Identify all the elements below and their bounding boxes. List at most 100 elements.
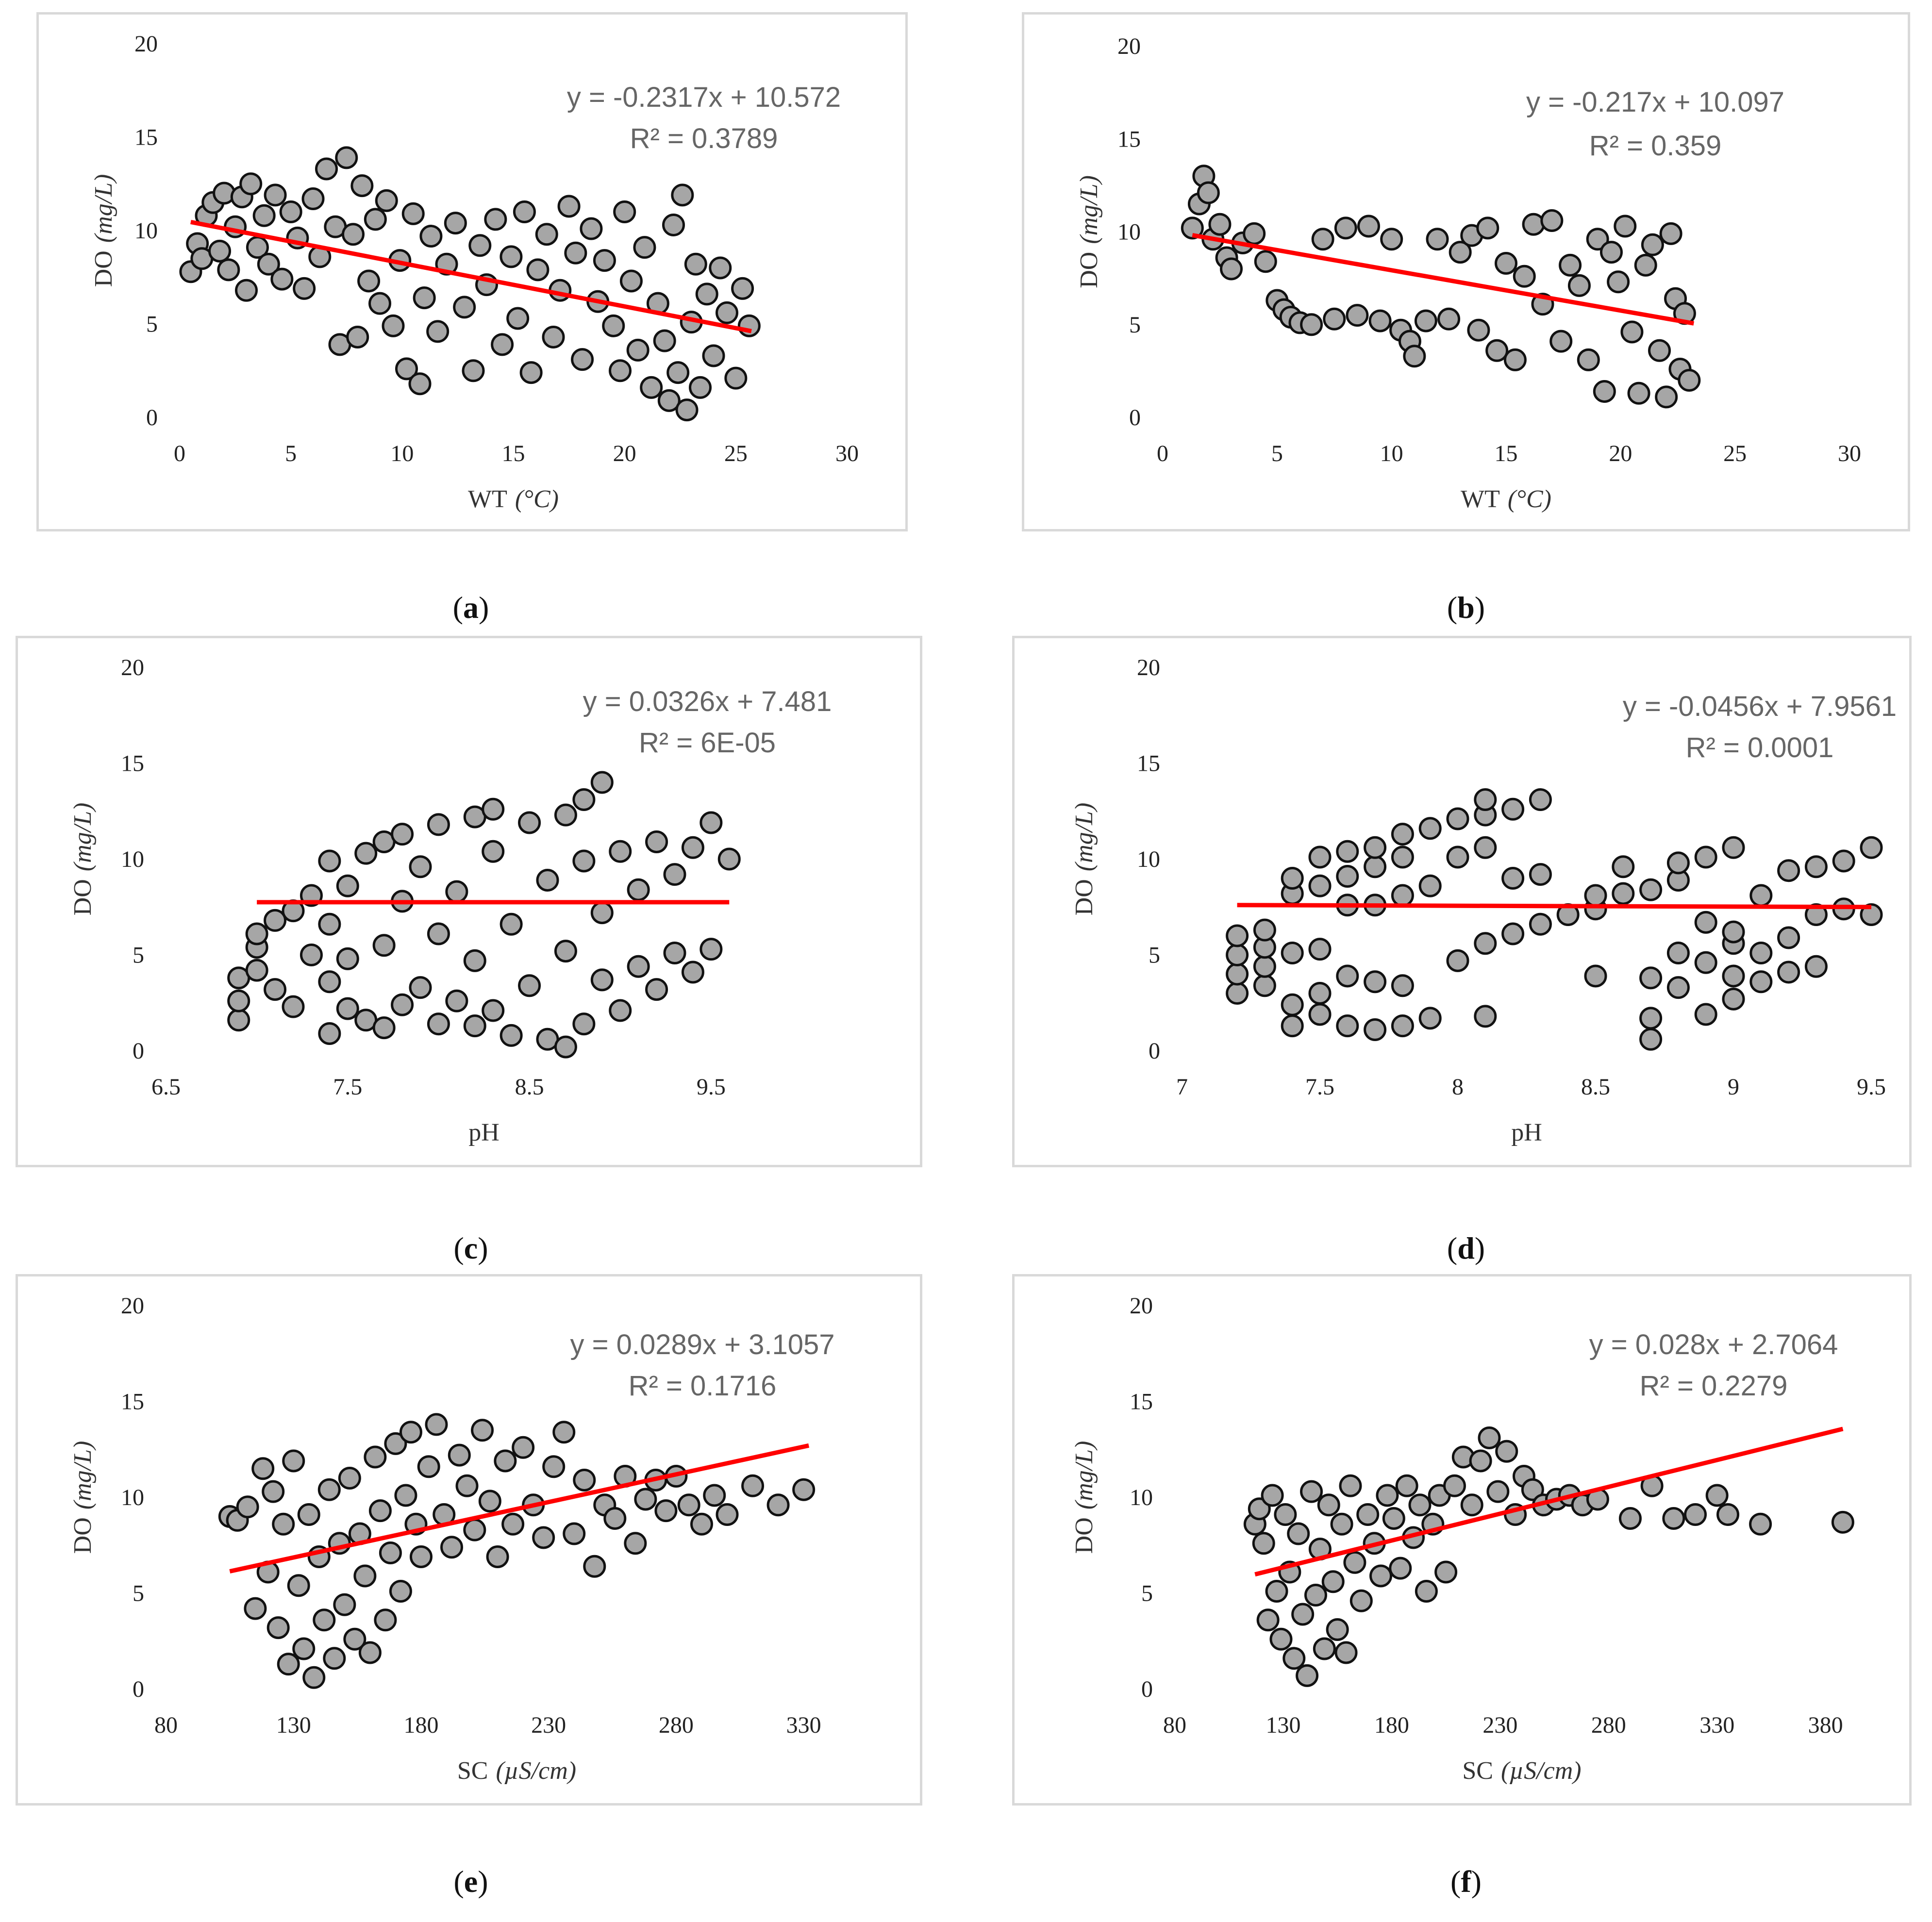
- y-tick-label: 0: [133, 1676, 144, 1702]
- scatter-point: [445, 880, 468, 903]
- scatter-point: [634, 1488, 657, 1511]
- scatter-point: [1584, 964, 1607, 988]
- scatter-point: [1501, 867, 1525, 890]
- scatter-point: [717, 847, 741, 871]
- x-tick-label: 15: [1495, 441, 1518, 466]
- scatter-point: [338, 1467, 361, 1490]
- scatter-point: [444, 212, 467, 235]
- scatter-point: [1467, 318, 1490, 342]
- scatter-point: [501, 1512, 525, 1536]
- scatter-point: [1529, 788, 1552, 812]
- y-tick-label: 20: [121, 655, 144, 680]
- y-axis-label-unit: (mg/L): [1070, 1441, 1098, 1510]
- scatter-point: [563, 1522, 586, 1545]
- scatter-point: [695, 282, 718, 306]
- scatter-point: [1612, 882, 1635, 905]
- scatter-point: [1749, 970, 1773, 994]
- trendline-equation: y = 0.0326x + 7.481: [583, 686, 832, 717]
- scatter-point: [272, 1512, 295, 1536]
- scatter-point: [603, 1507, 627, 1530]
- scatter-point: [542, 325, 565, 348]
- scatter-point: [391, 823, 414, 846]
- scatter-point: [633, 236, 656, 259]
- x-axis-label: pH: [1511, 1119, 1542, 1146]
- x-axis-label-unit: (µS/cm): [1501, 1757, 1582, 1785]
- scatter-point: [364, 1445, 387, 1469]
- scatter-point: [1666, 976, 1690, 999]
- scatter-point: [1705, 1484, 1729, 1507]
- scatter-point: [382, 314, 405, 337]
- scatter-point: [264, 183, 287, 207]
- x-axis-label: WT (°C): [1461, 485, 1551, 513]
- x-tick-label: 9: [1728, 1074, 1739, 1100]
- scatter-point: [395, 357, 418, 381]
- scatter-point: [590, 901, 614, 925]
- scatter-point: [554, 803, 577, 827]
- chart-panel-a: 0 5 10 15 20 25 30 0 5 10 15 20 WT (°C) DO (mg/L) y = -0…: [36, 12, 908, 531]
- y-tick-label: 0: [146, 405, 158, 431]
- trendline: [1254, 1426, 1844, 1577]
- scatter-point: [1336, 1014, 1359, 1038]
- scatter-point: [1261, 1484, 1284, 1507]
- scatter-point: [609, 359, 632, 382]
- scatter-point: [482, 999, 505, 1022]
- scatter-point: [737, 314, 761, 337]
- scatter-point: [1391, 823, 1414, 846]
- scatter-point: [282, 995, 305, 1018]
- y-tick-label: 10: [121, 1485, 144, 1510]
- scatter-point: [1495, 252, 1517, 275]
- y-tick-label: 20: [1117, 33, 1141, 59]
- r-squared-label: R² = 0.359: [1589, 130, 1721, 162]
- scatter-point: [1521, 1478, 1544, 1501]
- scatter-point: [1486, 1480, 1510, 1503]
- scatter-point: [440, 1536, 464, 1559]
- trendline-equation: y = -0.2317x + 10.572: [567, 82, 841, 113]
- scatter-point: [1437, 307, 1461, 331]
- scatter-point: [408, 372, 432, 396]
- scatter-point: [1336, 865, 1359, 888]
- scatter-point: [1208, 213, 1232, 236]
- y-tick-label: 5: [1129, 312, 1141, 338]
- scatter-point: [462, 359, 485, 382]
- r-squared-label: R² = 6E-05: [639, 727, 776, 759]
- y-axis-label-name: DO: [1070, 1517, 1098, 1554]
- scatter-point: [375, 189, 398, 212]
- x-tick-label: 20: [1609, 441, 1632, 466]
- x-tick-label: 80: [154, 1712, 178, 1738]
- x-tick-label: 30: [835, 441, 859, 466]
- scatter-point: [1618, 1507, 1642, 1530]
- caption-d: (d): [1447, 1231, 1485, 1265]
- scatter-point: [300, 944, 323, 966]
- scatter-point: [564, 241, 587, 265]
- scatter-point: [1529, 863, 1552, 886]
- scatter-point: [409, 976, 432, 999]
- scatter-point: [518, 974, 541, 997]
- scatter-point: [572, 849, 596, 873]
- scatter-point: [1308, 874, 1332, 897]
- caption-c: (c): [453, 1231, 488, 1265]
- x-tick-label: 8.5: [515, 1074, 544, 1100]
- y-tick-label: 5: [146, 312, 158, 337]
- scatter-point: [368, 1499, 392, 1523]
- scatter-point: [1694, 951, 1717, 974]
- scatter-point: [358, 1641, 382, 1664]
- scatter-point: [554, 1035, 577, 1059]
- scatter-point: [1503, 348, 1527, 371]
- scatter-point: [671, 183, 694, 207]
- scatter-point: [227, 1009, 250, 1032]
- chart-svg-b: 0 5 10 15 20 25 30 0 5 10 15 20 WT (°C) DO (mg/L) y = -0…: [1075, 33, 1861, 513]
- scatter-point: [700, 811, 723, 834]
- scatter-point: [703, 1484, 726, 1507]
- scatter-point: [1722, 836, 1745, 859]
- scatter-point: [580, 217, 603, 240]
- scatter-point: [1357, 215, 1380, 238]
- y-axis-label-name: DO: [1070, 879, 1098, 915]
- scatter-point: [677, 1493, 700, 1517]
- scatter-point: [613, 200, 636, 223]
- scatter-point: [486, 1545, 509, 1568]
- scatter-point: [353, 1564, 377, 1588]
- chart-svg-a: 0 5 10 15 20 25 30 0 5 10 15 20 WT (°C) DO (mg/L) y = -0…: [90, 31, 859, 513]
- scatter-point: [471, 1419, 494, 1442]
- scatter-point: [292, 1637, 316, 1660]
- scatter-point: [1678, 369, 1701, 392]
